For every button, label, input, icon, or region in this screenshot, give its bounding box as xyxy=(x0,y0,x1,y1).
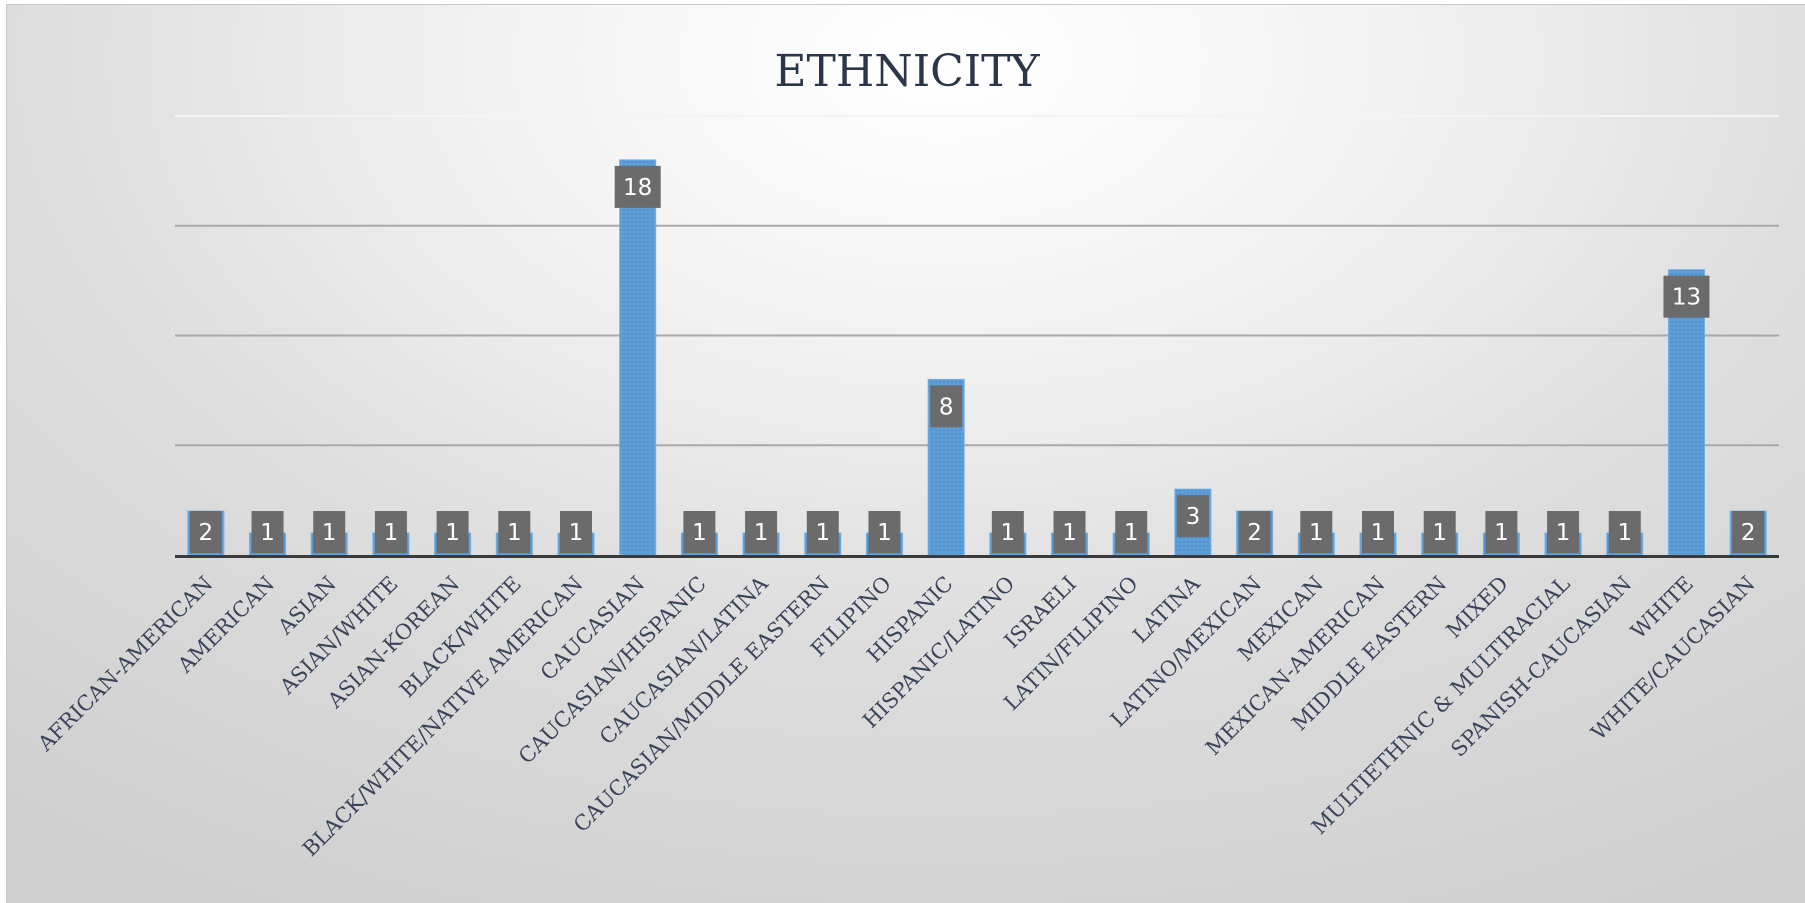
data-label: 1 xyxy=(1547,511,1580,553)
chart-area: ETHNICITY AFRICAN-AMERICAN AMERICAN ASIAN A… xyxy=(6,4,1805,903)
data-label-value: 8 xyxy=(939,394,954,420)
data-label-value: 1 xyxy=(260,520,275,546)
data-label-value: 1 xyxy=(507,520,522,546)
data-label-value: 1 xyxy=(1432,520,1447,546)
data-label-value: 1 xyxy=(692,520,707,546)
data-label-box xyxy=(930,385,963,428)
data-label-value: 1 xyxy=(815,520,830,546)
data-label-value: 1 xyxy=(1124,520,1139,546)
data-label-box xyxy=(1608,511,1641,553)
data-label: 1 xyxy=(498,511,531,553)
data-label-value: 2 xyxy=(1741,520,1756,546)
data-label-box xyxy=(1423,511,1456,553)
data-label-value: 1 xyxy=(1062,520,1077,546)
data-label-box xyxy=(560,511,592,553)
data-label-box xyxy=(1663,275,1710,318)
data-label-value: 1 xyxy=(1556,520,1571,546)
data-label: 1 xyxy=(313,511,346,553)
data-label-box xyxy=(436,511,469,553)
data-label-value: 1 xyxy=(1371,520,1386,546)
data-label-value: 2 xyxy=(1247,520,1262,546)
data-label-box xyxy=(251,511,284,553)
data-label-value: 1 xyxy=(877,520,892,546)
data-label-box xyxy=(1176,495,1209,538)
data-label: 1 xyxy=(1053,511,1086,553)
data-label: 1 xyxy=(1115,511,1148,553)
data-label: 1 xyxy=(374,511,407,553)
data-label: 1 xyxy=(1362,511,1394,553)
data-label: 1 xyxy=(251,511,284,553)
data-label-value: 1 xyxy=(322,520,337,546)
data-label-value: 1 xyxy=(1617,520,1632,546)
data-label: 1 xyxy=(991,511,1024,553)
data-label: 2 xyxy=(1732,511,1765,553)
data-label: 2 xyxy=(1238,511,1271,553)
data-label-box xyxy=(498,511,531,553)
category-labels: AFRICAN-AMERICANAMERICANASIANASIAN/WHITE… xyxy=(33,571,1760,861)
data-label-value: 2 xyxy=(199,520,214,546)
data-label-box xyxy=(189,511,222,553)
data-label-box xyxy=(868,511,901,553)
data-label-value: 1 xyxy=(754,520,769,546)
data-label-box xyxy=(313,511,346,553)
data-label-box xyxy=(1115,511,1148,553)
data-label: 18 xyxy=(614,165,661,208)
data-label: 1 xyxy=(1300,511,1333,553)
data-label-box xyxy=(683,511,716,553)
data-label-box xyxy=(1238,511,1271,553)
data-label-value: 1 xyxy=(569,520,584,546)
data-label: 2 xyxy=(189,511,222,553)
bars xyxy=(187,159,1767,556)
data-label: 1 xyxy=(806,511,839,553)
data-label-box xyxy=(1362,511,1394,553)
data-label: 1 xyxy=(1423,511,1456,553)
data-label: 8 xyxy=(930,385,963,428)
data-label: 13 xyxy=(1663,275,1710,318)
data-label-box xyxy=(1485,511,1518,553)
data-label-box xyxy=(614,165,661,208)
data-label: 1 xyxy=(868,511,901,553)
data-label-box xyxy=(1547,511,1580,553)
data-label: 1 xyxy=(745,511,778,553)
data-label-box xyxy=(1300,511,1333,553)
data-label-value: 1 xyxy=(1309,520,1324,546)
data-label-box xyxy=(991,511,1024,553)
data-label-value: 3 xyxy=(1186,504,1201,530)
data-label: 1 xyxy=(560,511,592,553)
gridlines xyxy=(175,115,1779,447)
data-label-value: 1 xyxy=(445,520,460,546)
data-label-value: 13 xyxy=(1672,285,1701,311)
data-label-value: 18 xyxy=(623,175,652,201)
data-label-box xyxy=(1053,511,1086,553)
data-label: 3 xyxy=(1176,495,1209,538)
data-label-value: 1 xyxy=(1001,520,1016,546)
data-label-box xyxy=(745,511,778,553)
data-label: 1 xyxy=(436,511,469,553)
data-label-value: 1 xyxy=(384,520,399,546)
data-label-value: 1 xyxy=(1494,520,1509,546)
data-label: 1 xyxy=(1608,511,1641,553)
data-label-box xyxy=(374,511,407,553)
data-label: 1 xyxy=(1485,511,1518,553)
data-label: 1 xyxy=(683,511,716,553)
chart-title: ETHNICITY xyxy=(774,46,1040,97)
data-label-box xyxy=(1732,511,1765,553)
bar-chart: ETHNICITY AFRICAN-AMERICANAMERICANASIANA… xyxy=(33,46,1779,861)
data-label-box xyxy=(806,511,839,553)
bar xyxy=(619,159,657,556)
